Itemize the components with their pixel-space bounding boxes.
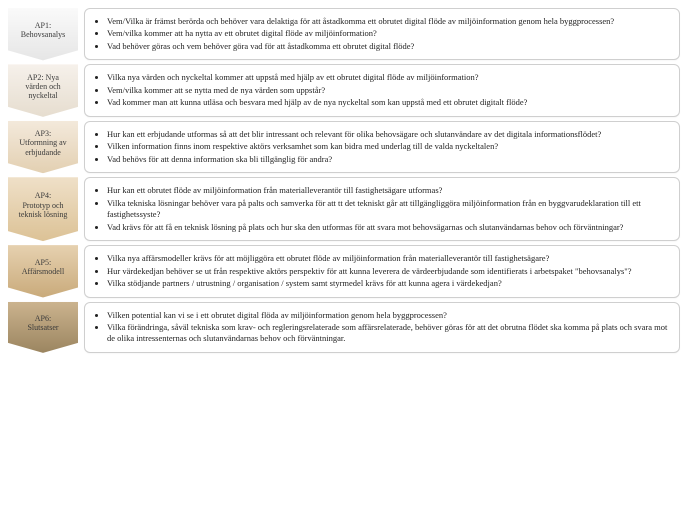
bullet-item: Vilka tekniska lösningar behöver vara på… — [107, 198, 669, 221]
bullet-item: Vilka förändringa, såväl tekniska som kr… — [107, 322, 669, 345]
chevron-label: AP6:Slutsatser — [27, 314, 58, 332]
chevron-ap4: AP4:Prototyp ochteknisk lösning — [8, 177, 78, 241]
chevron-label: AP3:Utformning averbjudande — [19, 129, 66, 157]
section-row-ap6: AP6:Slutsatser Vilken potential kan vi se… — [8, 302, 680, 353]
bullet-item: Vad krävs för att få en teknisk lösning … — [107, 222, 669, 233]
bullet-list: Vilka nya värden och nyckeltal kommer at… — [95, 72, 669, 108]
bullet-item: Hur kan ett erbjudande utformas så att d… — [107, 129, 669, 140]
work-package-diagram: AP1:Behovsanalys Vem/Vilka är främst berö… — [8, 8, 680, 353]
bullet-item: Vad behöver göras och vem behöver göra v… — [107, 41, 669, 52]
section-row-ap2: AP2: Nyavärden ochnyckeltal Vilka nya vär… — [8, 64, 680, 116]
bullet-item: Vad kommer man att kunna utläsa och besv… — [107, 97, 669, 108]
chevron-ap6: AP6:Slutsatser — [8, 302, 78, 353]
chevron-label: AP5:Affärsmodell — [22, 258, 65, 276]
bullet-item: Vem/Vilka är främst berörda och behöver … — [107, 16, 669, 27]
section-row-ap3: AP3:Utformning averbjudande Hur kan ett e… — [8, 121, 680, 173]
content-box-ap3: Hur kan ett erbjudande utformas så att d… — [84, 121, 680, 173]
chevron-label: AP2: Nyavärden ochnyckeltal — [25, 73, 60, 101]
bullet-item: Vem/vilka kommer att se nytta med de nya… — [107, 85, 669, 96]
content-box-ap6: Vilken potential kan vi se i ett obrutet… — [84, 302, 680, 353]
bullet-item: Vilka stödjande partners / utrustning / … — [107, 278, 669, 289]
section-row-ap1: AP1:Behovsanalys Vem/Vilka är främst berö… — [8, 8, 680, 60]
bullet-list: Hur kan ett obrutet flöde av miljöinform… — [95, 185, 669, 233]
bullet-list: Vilken potential kan vi se i ett obrutet… — [95, 310, 669, 345]
bullet-item: Vilka nya värden och nyckeltal kommer at… — [107, 72, 669, 83]
content-box-ap4: Hur kan ett obrutet flöde av miljöinform… — [84, 177, 680, 241]
bullet-item: Vilken information finns inom respektive… — [107, 141, 669, 152]
chevron-label: AP1:Behovsanalys — [21, 21, 65, 39]
chevron-ap5: AP5:Affärsmodell — [8, 245, 78, 297]
content-box-ap5: Vilka nya affärsmodeller krävs för att m… — [84, 245, 680, 297]
bullet-item: Hur värdekedjan behöver se ut från respe… — [107, 266, 669, 277]
chevron-ap1: AP1:Behovsanalys — [8, 8, 78, 60]
chevron-label: AP4:Prototyp ochteknisk lösning — [19, 191, 68, 219]
bullet-item: Vad behövs för att denna information ska… — [107, 154, 669, 165]
bullet-list: Vem/Vilka är främst berörda och behöver … — [95, 16, 669, 52]
content-box-ap1: Vem/Vilka är främst berörda och behöver … — [84, 8, 680, 60]
bullet-list: Vilka nya affärsmodeller krävs för att m… — [95, 253, 669, 289]
chevron-ap3: AP3:Utformning averbjudande — [8, 121, 78, 173]
section-row-ap4: AP4:Prototyp ochteknisk lösning Hur kan e… — [8, 177, 680, 241]
chevron-ap2: AP2: Nyavärden ochnyckeltal — [8, 64, 78, 116]
bullet-list: Hur kan ett erbjudande utformas så att d… — [95, 129, 669, 165]
bullet-item: Hur kan ett obrutet flöde av miljöinform… — [107, 185, 669, 196]
bullet-item: Vilka nya affärsmodeller krävs för att m… — [107, 253, 669, 264]
section-row-ap5: AP5:Affärsmodell Vilka nya affärsmodeller… — [8, 245, 680, 297]
bullet-item: Vilken potential kan vi se i ett obrutet… — [107, 310, 669, 321]
bullet-item: Vem/vilka kommer att ha nytta av ett obr… — [107, 28, 669, 39]
content-box-ap2: Vilka nya värden och nyckeltal kommer at… — [84, 64, 680, 116]
